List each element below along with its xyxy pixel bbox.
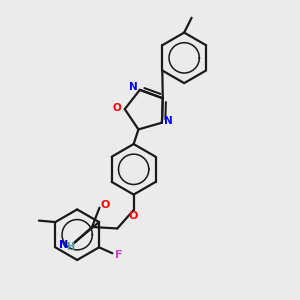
Text: O: O (112, 103, 121, 113)
Text: O: O (100, 200, 110, 210)
Text: H: H (66, 242, 74, 252)
Text: N: N (59, 240, 69, 250)
Text: O: O (129, 211, 138, 221)
Text: N: N (129, 82, 138, 92)
Text: F: F (115, 250, 123, 260)
Text: N: N (164, 116, 173, 126)
